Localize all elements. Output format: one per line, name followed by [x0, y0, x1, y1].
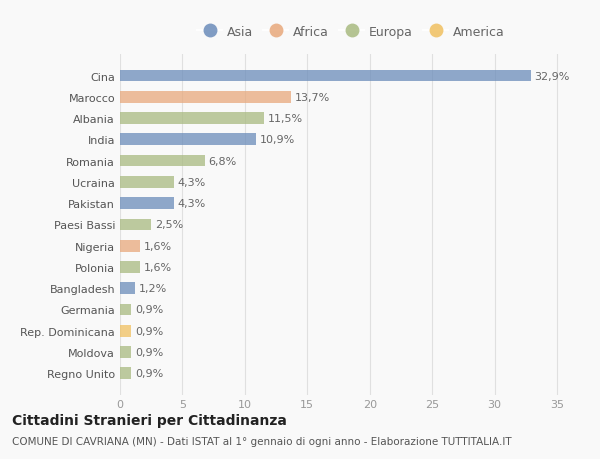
- Bar: [120, 134, 256, 146]
- Text: 1,6%: 1,6%: [144, 241, 172, 251]
- Bar: [120, 177, 173, 188]
- Bar: [120, 198, 173, 209]
- Bar: [120, 262, 140, 273]
- Text: 0,9%: 0,9%: [135, 369, 163, 379]
- Bar: [120, 347, 131, 358]
- Text: 0,9%: 0,9%: [135, 305, 163, 315]
- Text: 4,3%: 4,3%: [178, 199, 206, 209]
- Bar: [120, 325, 131, 337]
- Text: 10,9%: 10,9%: [260, 135, 295, 145]
- Bar: [120, 304, 131, 316]
- Text: 6,8%: 6,8%: [209, 156, 237, 166]
- Bar: [120, 283, 135, 294]
- Bar: [120, 71, 531, 82]
- Bar: [120, 241, 140, 252]
- Bar: [120, 156, 205, 167]
- Text: 4,3%: 4,3%: [178, 178, 206, 187]
- Bar: [120, 368, 131, 379]
- Text: 0,9%: 0,9%: [135, 347, 163, 357]
- Text: 11,5%: 11,5%: [268, 114, 302, 124]
- Bar: [120, 113, 263, 125]
- Legend: Asia, Africa, Europa, America: Asia, Africa, Europa, America: [192, 21, 510, 44]
- Text: 1,6%: 1,6%: [144, 263, 172, 272]
- Text: 32,9%: 32,9%: [535, 71, 570, 81]
- Text: 1,2%: 1,2%: [139, 284, 167, 294]
- Text: 0,9%: 0,9%: [135, 326, 163, 336]
- Text: COMUNE DI CAVRIANA (MN) - Dati ISTAT al 1° gennaio di ogni anno - Elaborazione T: COMUNE DI CAVRIANA (MN) - Dati ISTAT al …: [12, 436, 512, 446]
- Text: Cittadini Stranieri per Cittadinanza: Cittadini Stranieri per Cittadinanza: [12, 413, 287, 427]
- Text: 2,5%: 2,5%: [155, 220, 183, 230]
- Bar: [120, 219, 151, 231]
- Text: 13,7%: 13,7%: [295, 93, 330, 102]
- Bar: [120, 92, 291, 103]
